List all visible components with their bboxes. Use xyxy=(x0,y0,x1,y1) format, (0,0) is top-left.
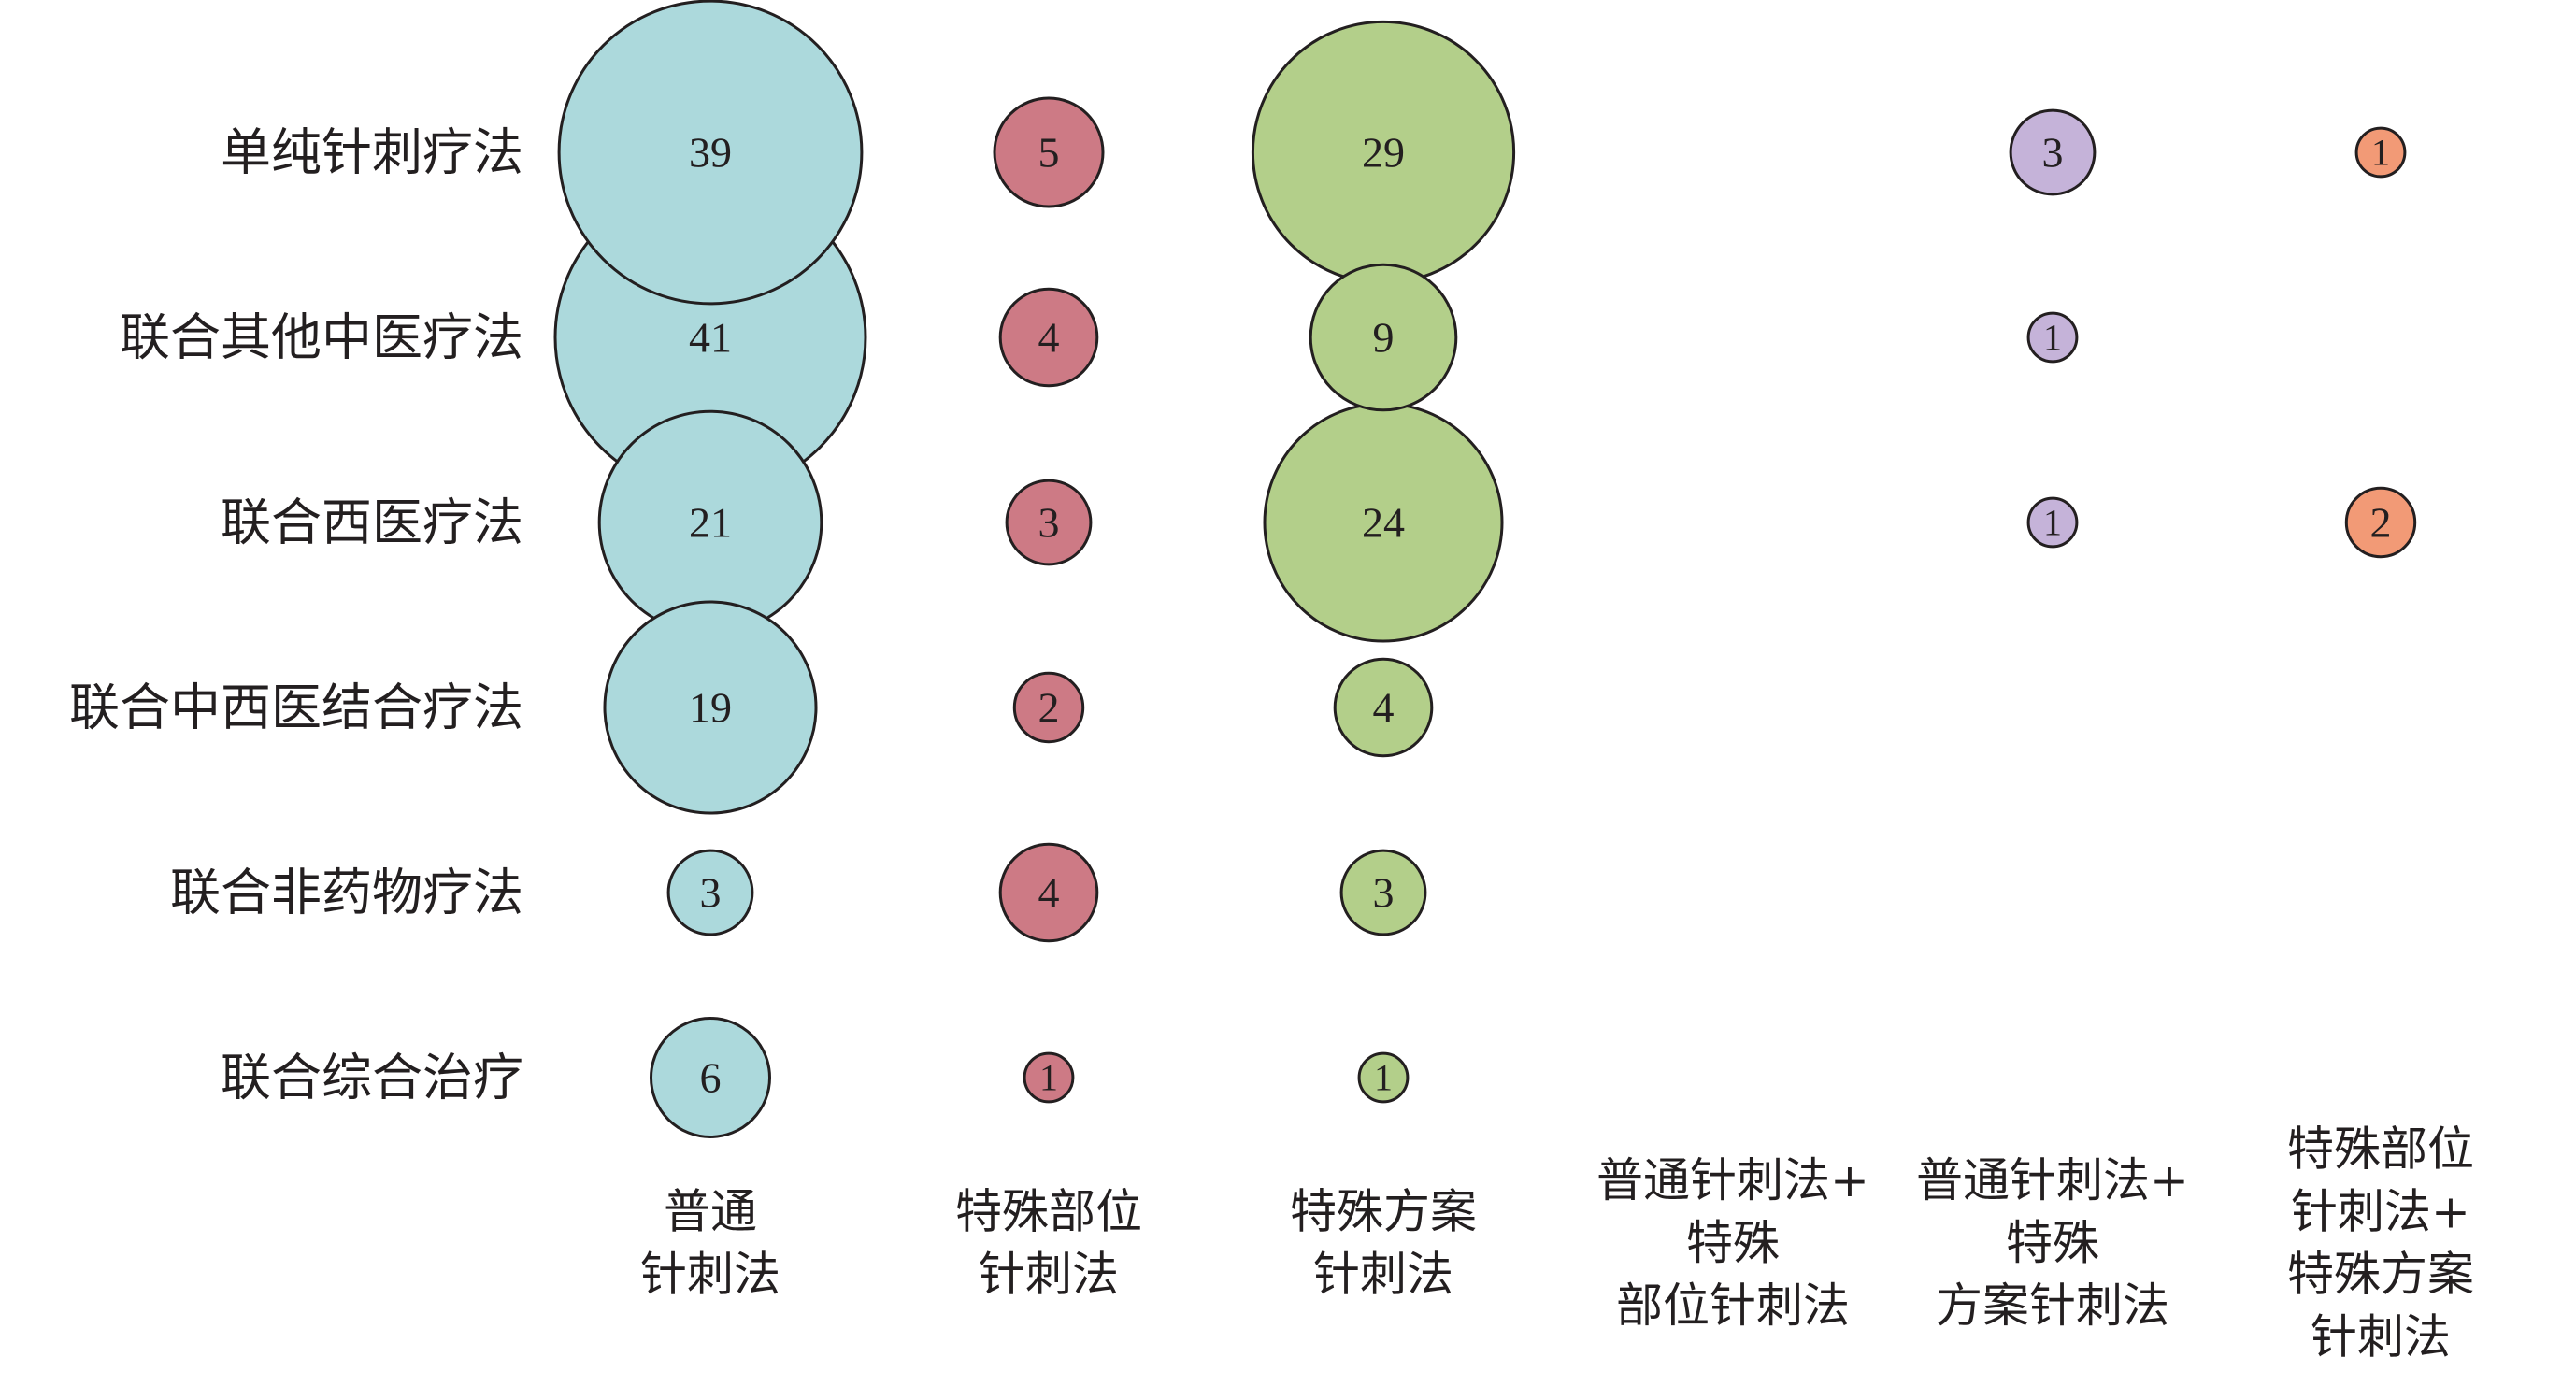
bubble xyxy=(1333,657,1434,758)
bubble-value-label: 4 xyxy=(1373,684,1395,732)
column-label: 特殊部位针刺法+ 特殊方案针刺法 xyxy=(2287,1122,2474,1365)
column-label-line: 针刺法 xyxy=(640,1248,780,1302)
bubble xyxy=(1005,479,1093,566)
bubble-mark: 24 xyxy=(1263,402,1504,643)
bubble-value-label: 3 xyxy=(2042,129,2064,177)
bubble xyxy=(998,842,1099,943)
bubble-value-label: 1 xyxy=(1039,1057,1058,1099)
bubble-value-label: 3 xyxy=(700,869,722,917)
bubble xyxy=(2026,311,2079,364)
bubble-value-label: 21 xyxy=(689,499,732,547)
bubble xyxy=(650,1017,771,1138)
column-labels: 普通针刺法特殊部位针刺法特殊方案针刺法普通针刺法+特殊部位针刺法普通针刺法+特殊… xyxy=(640,1122,2474,1365)
bubble-mark: 19 xyxy=(603,600,818,815)
bubble xyxy=(2009,108,2097,196)
bubble xyxy=(557,0,864,306)
column-label: 普通针刺法 xyxy=(640,1185,780,1302)
bubble xyxy=(2026,496,2079,549)
bubble-value-label: 3 xyxy=(1038,499,1060,547)
bubble-value-label: 1 xyxy=(2043,502,2062,544)
bubble-mark: 3 xyxy=(666,849,754,936)
column-label-line: 特殊方案 xyxy=(2287,1248,2474,1302)
bubble-mark: 1 xyxy=(2354,126,2407,179)
column-label-line: 特殊部位 xyxy=(2287,1122,2474,1177)
column-label-line: 方案针刺法 xyxy=(1936,1279,2169,1333)
column-label-line: 普通 xyxy=(664,1185,757,1239)
bubble-value-label: 4 xyxy=(1038,869,1060,917)
row-label: 联合综合治疗 xyxy=(221,1049,523,1107)
column-label: 普通针刺法+ 特殊部位针刺法 xyxy=(1596,1153,1869,1333)
bubble xyxy=(1023,1051,1075,1104)
bubble-value-label: 2 xyxy=(2370,499,2392,547)
row-label: 联合西医疗法 xyxy=(221,493,523,552)
column-label-line: 特殊方案 xyxy=(1290,1185,1477,1239)
bubble-value-label: 41 xyxy=(689,314,732,362)
bubble-mark: 1 xyxy=(2026,311,2079,364)
bubble-value-label: 9 xyxy=(1373,314,1395,362)
bubble-value-label: 29 xyxy=(1362,129,1405,177)
bubble xyxy=(1357,1051,1410,1104)
bubble-mark: 4 xyxy=(1333,657,1434,758)
bubble-value-label: 3 xyxy=(1373,869,1395,917)
bubble xyxy=(1309,263,1458,412)
bubble-mark: 1 xyxy=(2026,496,2079,549)
bubble xyxy=(998,287,1099,388)
bubble-value-label: 24 xyxy=(1362,499,1405,547)
bubble-value-label: 4 xyxy=(1038,314,1060,362)
row-label: 联合中西医结合疗法 xyxy=(69,679,523,737)
row-labels: 单纯针刺疗法联合其他中医疗法联合西医疗法联合中西医结合疗法联合非药物疗法联合综合… xyxy=(69,123,523,1107)
bubble-mark: 2 xyxy=(1012,671,1085,744)
bubble-mark: 4 xyxy=(998,287,1099,388)
column-label-line: 针刺法 xyxy=(1313,1248,1453,1302)
bubble-mark: 4 xyxy=(998,842,1099,943)
bubble-mark: 3 xyxy=(2009,108,2097,196)
column-label: 普通针刺法+ 特殊方案针刺法 xyxy=(1916,1153,2189,1333)
bubble-mark: 29 xyxy=(1251,20,1516,285)
bubble-value-label: 6 xyxy=(700,1054,722,1102)
bubble xyxy=(2344,486,2417,559)
bubble xyxy=(666,849,754,936)
bubble xyxy=(603,600,818,815)
row-label: 联合非药物疗法 xyxy=(170,864,523,922)
bubble xyxy=(993,96,1105,208)
bubble-value-label: 1 xyxy=(2371,132,2390,174)
bubble-value-label: 1 xyxy=(1374,1057,1393,1099)
bubble-value-label: 39 xyxy=(689,129,732,177)
bubble-value-label: 19 xyxy=(689,684,732,732)
bubble-value-label: 2 xyxy=(1038,684,1060,732)
column-label: 特殊方案针刺法 xyxy=(1290,1185,1477,1302)
row-label: 单纯针刺疗法 xyxy=(221,123,523,182)
bubble-mark: 21 xyxy=(597,409,823,636)
bubble-mark: 9 xyxy=(1309,263,1458,412)
column-label-line: 普通针刺法+ xyxy=(1916,1153,2189,1207)
row-label: 联合其他中医疗法 xyxy=(120,308,523,367)
bubble xyxy=(1339,849,1427,936)
column-label-line: 部位针刺法 xyxy=(1616,1279,1850,1333)
bubble-mark: 2 xyxy=(2344,486,2417,559)
column-label: 特殊部位针刺法 xyxy=(955,1185,1142,1302)
bubble-mark: 3 xyxy=(1005,479,1093,566)
column-label-line: 针刺法+ xyxy=(2291,1185,2470,1239)
bubble-mark: 39 xyxy=(557,0,864,306)
bubble-mark: 5 xyxy=(993,96,1105,208)
column-label-line: 特殊部位 xyxy=(955,1185,1142,1239)
bubble-mark: 6 xyxy=(650,1017,771,1138)
column-label-line: 普通针刺法+ xyxy=(1596,1153,1869,1207)
column-label-line: 针刺法 xyxy=(979,1248,1119,1302)
column-label-line: 特殊 xyxy=(2006,1216,2099,1270)
bubble xyxy=(2354,126,2407,179)
column-label-line: 针刺法 xyxy=(2311,1310,2451,1365)
bubble-mark: 1 xyxy=(1023,1051,1075,1104)
bubble-value-label: 1 xyxy=(2043,317,2062,359)
bubble-value-label: 5 xyxy=(1038,129,1060,177)
bubble xyxy=(1012,671,1085,744)
bubble-mark: 3 xyxy=(1339,849,1427,936)
column-label-line: 特殊 xyxy=(1686,1216,1780,1270)
bubble-mark: 1 xyxy=(1357,1051,1410,1104)
